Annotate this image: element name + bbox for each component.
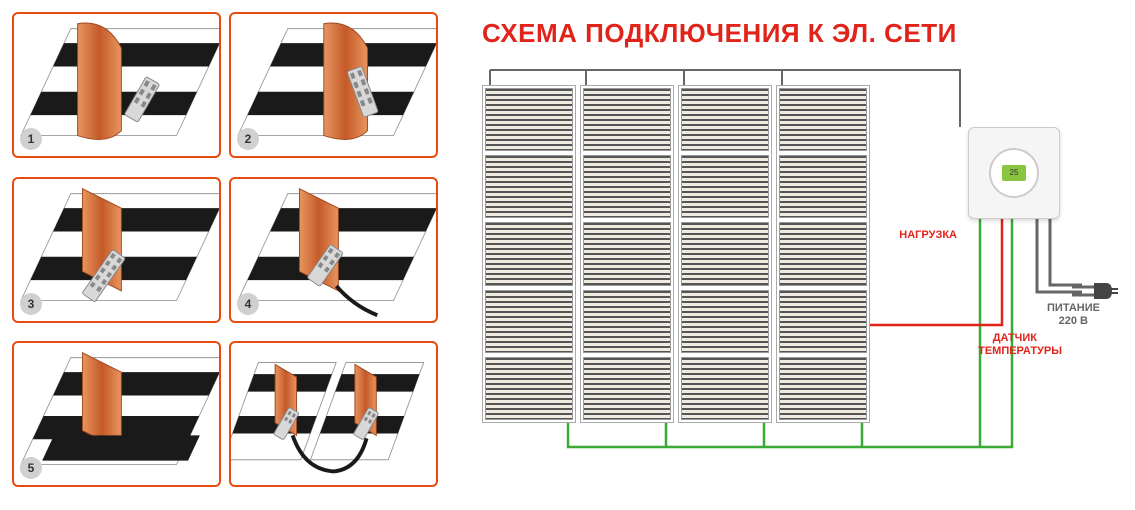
thermostat: 25 <box>968 127 1060 219</box>
step-1: 1 <box>12 12 221 158</box>
power-plug-icon <box>1072 277 1122 305</box>
step-2: 2 <box>229 12 438 158</box>
panel <box>678 85 772 423</box>
heating-panels <box>482 85 870 423</box>
schematic-title: СХЕМА ПОДКЛЮЧЕНИЯ К ЭЛ. СЕТИ <box>482 18 1127 49</box>
thermostat-display: 25 <box>1002 165 1026 181</box>
panel <box>482 85 576 423</box>
step-3: 3 <box>12 177 221 323</box>
panel <box>776 85 870 423</box>
installation-steps: 1 2 <box>8 8 442 502</box>
label-sensor-2: ТЕМПЕРАТУРЫ <box>978 345 1062 357</box>
label-sensor-1: ДАТЧИК <box>993 332 1037 344</box>
panel <box>580 85 674 423</box>
step-number: 1 <box>20 128 42 150</box>
step-number: 3 <box>20 293 42 315</box>
step-number: 4 <box>237 293 259 315</box>
step-4: 4 <box>229 177 438 323</box>
label-power-1: ПИТАНИЕ <box>1047 302 1100 314</box>
wiring-schematic: СХЕМА ПОДКЛЮЧЕНИЯ К ЭЛ. СЕТИ <box>442 8 1127 502</box>
step-number: 2 <box>237 128 259 150</box>
step-5: 5 <box>12 341 221 487</box>
step-6 <box>229 341 438 487</box>
label-power-2: 220 В <box>1059 315 1088 327</box>
label-load: НАГРУЗКА <box>899 229 957 241</box>
